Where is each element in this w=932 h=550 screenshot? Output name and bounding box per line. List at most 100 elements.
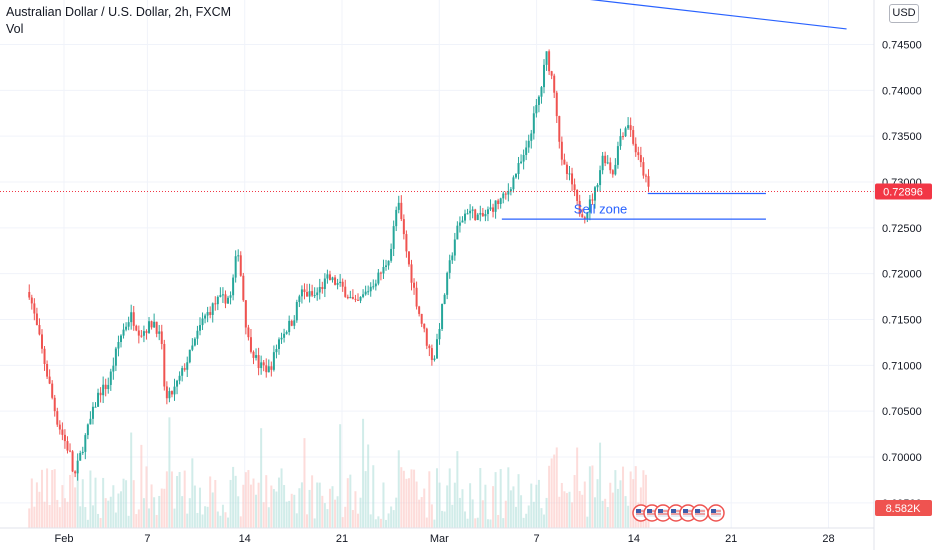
- sell-zone-label[interactable]: Sell zone: [574, 202, 627, 217]
- candle-body: [201, 318, 204, 326]
- candle-body: [160, 331, 163, 344]
- time-tick-label: 14: [239, 533, 251, 545]
- volume-bar: [543, 514, 546, 528]
- time-tick-label: Feb: [55, 533, 74, 545]
- candle-body: [155, 321, 158, 334]
- candle-body: [451, 255, 454, 261]
- volume-bar: [117, 493, 120, 528]
- price-axis-background[interactable]: [874, 0, 932, 528]
- candle-body: [351, 297, 354, 299]
- volume-bar: [102, 477, 105, 528]
- candle-body: [293, 320, 296, 326]
- volume-bar: [407, 478, 410, 528]
- currency-button[interactable]: USD: [889, 4, 919, 23]
- candle-body: [438, 328, 441, 340]
- candle-body: [586, 212, 589, 219]
- economic-events[interactable]: [632, 504, 725, 522]
- volume-bar: [84, 507, 87, 528]
- candle-body: [486, 209, 489, 215]
- volume-bar: [634, 466, 637, 528]
- candle-body: [453, 239, 456, 256]
- candle-body: [588, 199, 591, 213]
- candle-body: [163, 343, 166, 387]
- volume-bar: [599, 442, 602, 528]
- candle-body: [300, 289, 303, 297]
- candle-body: [520, 161, 523, 164]
- volume-bar: [97, 513, 100, 528]
- volume-bar: [227, 517, 230, 528]
- volume-bar: [160, 488, 163, 528]
- volume-label: 8.582K: [875, 500, 932, 516]
- candle-body: [642, 162, 645, 176]
- event-flag-icon[interactable]: [654, 504, 672, 522]
- candle-body: [433, 358, 436, 360]
- volume-bar: [283, 485, 286, 528]
- volume-bar: [191, 458, 194, 528]
- drawing-layer[interactable]: Sell zone: [501, 0, 847, 220]
- volume-bar: [545, 497, 548, 528]
- candle-body: [367, 291, 370, 293]
- volume-bar: [35, 482, 38, 528]
- event-flag-icon[interactable]: [691, 504, 709, 522]
- candle-body: [30, 297, 33, 304]
- candle-body: [191, 345, 194, 350]
- candle-body: [616, 146, 619, 165]
- volume-bar: [548, 465, 551, 528]
- candle-body: [565, 164, 568, 174]
- volume-bar: [326, 509, 329, 528]
- trend-line[interactable]: [544, 0, 847, 30]
- candle-body: [469, 210, 472, 214]
- volume-bar: [63, 498, 66, 528]
- time-tick-label: 7: [534, 533, 540, 545]
- volume-bar: [300, 482, 303, 528]
- candle-body: [61, 429, 64, 435]
- candle-body: [214, 303, 217, 305]
- volume-bar: [107, 500, 110, 528]
- price-tick-label: 0.70000: [882, 452, 922, 464]
- candle-body: [339, 281, 342, 284]
- candlestick-series: [28, 49, 650, 481]
- candle-body: [260, 362, 263, 369]
- volume-bar: [316, 482, 319, 528]
- candle-body: [441, 303, 444, 329]
- volume-bar: [242, 484, 245, 528]
- candle-body: [410, 264, 413, 283]
- candle-body: [481, 213, 484, 217]
- volume-bar: [293, 494, 296, 528]
- volume-bar: [560, 482, 563, 528]
- event-flag-icon[interactable]: [707, 504, 725, 522]
- candle-body: [527, 140, 530, 148]
- time-tick-label: 21: [336, 533, 348, 545]
- candle-body: [484, 214, 487, 217]
- volume-bar: [272, 489, 275, 528]
- candle-body: [558, 116, 561, 142]
- volume-bar: [369, 514, 372, 528]
- candle-body: [204, 315, 207, 319]
- volume-bar: [629, 471, 632, 528]
- candle-body: [66, 441, 69, 451]
- volume-bar: [568, 491, 571, 528]
- volume-bar: [142, 498, 145, 528]
- candle-body: [107, 384, 110, 390]
- candle-body: [33, 303, 36, 314]
- volume-bar: [532, 501, 535, 528]
- candle-body: [509, 189, 512, 192]
- price-tick-label: 0.73500: [882, 131, 922, 143]
- candle-body: [51, 383, 54, 398]
- candle-body: [601, 155, 604, 171]
- volume-bar: [372, 465, 375, 528]
- symbol-title: Australian Dollar / U.S. Dollar, 2h, FXC…: [6, 5, 232, 19]
- price-tick-label: 0.71000: [882, 360, 922, 372]
- candle-body: [298, 296, 301, 303]
- candle-body: [456, 225, 459, 240]
- volume-bar: [198, 487, 201, 528]
- candle-body: [145, 331, 148, 333]
- candle-body: [346, 296, 349, 299]
- volume-bar: [137, 509, 140, 528]
- candle-body: [227, 297, 230, 304]
- volume-bar: [466, 518, 469, 528]
- volume-bar: [627, 505, 630, 528]
- candle-body: [257, 355, 260, 369]
- candle-body: [119, 335, 122, 342]
